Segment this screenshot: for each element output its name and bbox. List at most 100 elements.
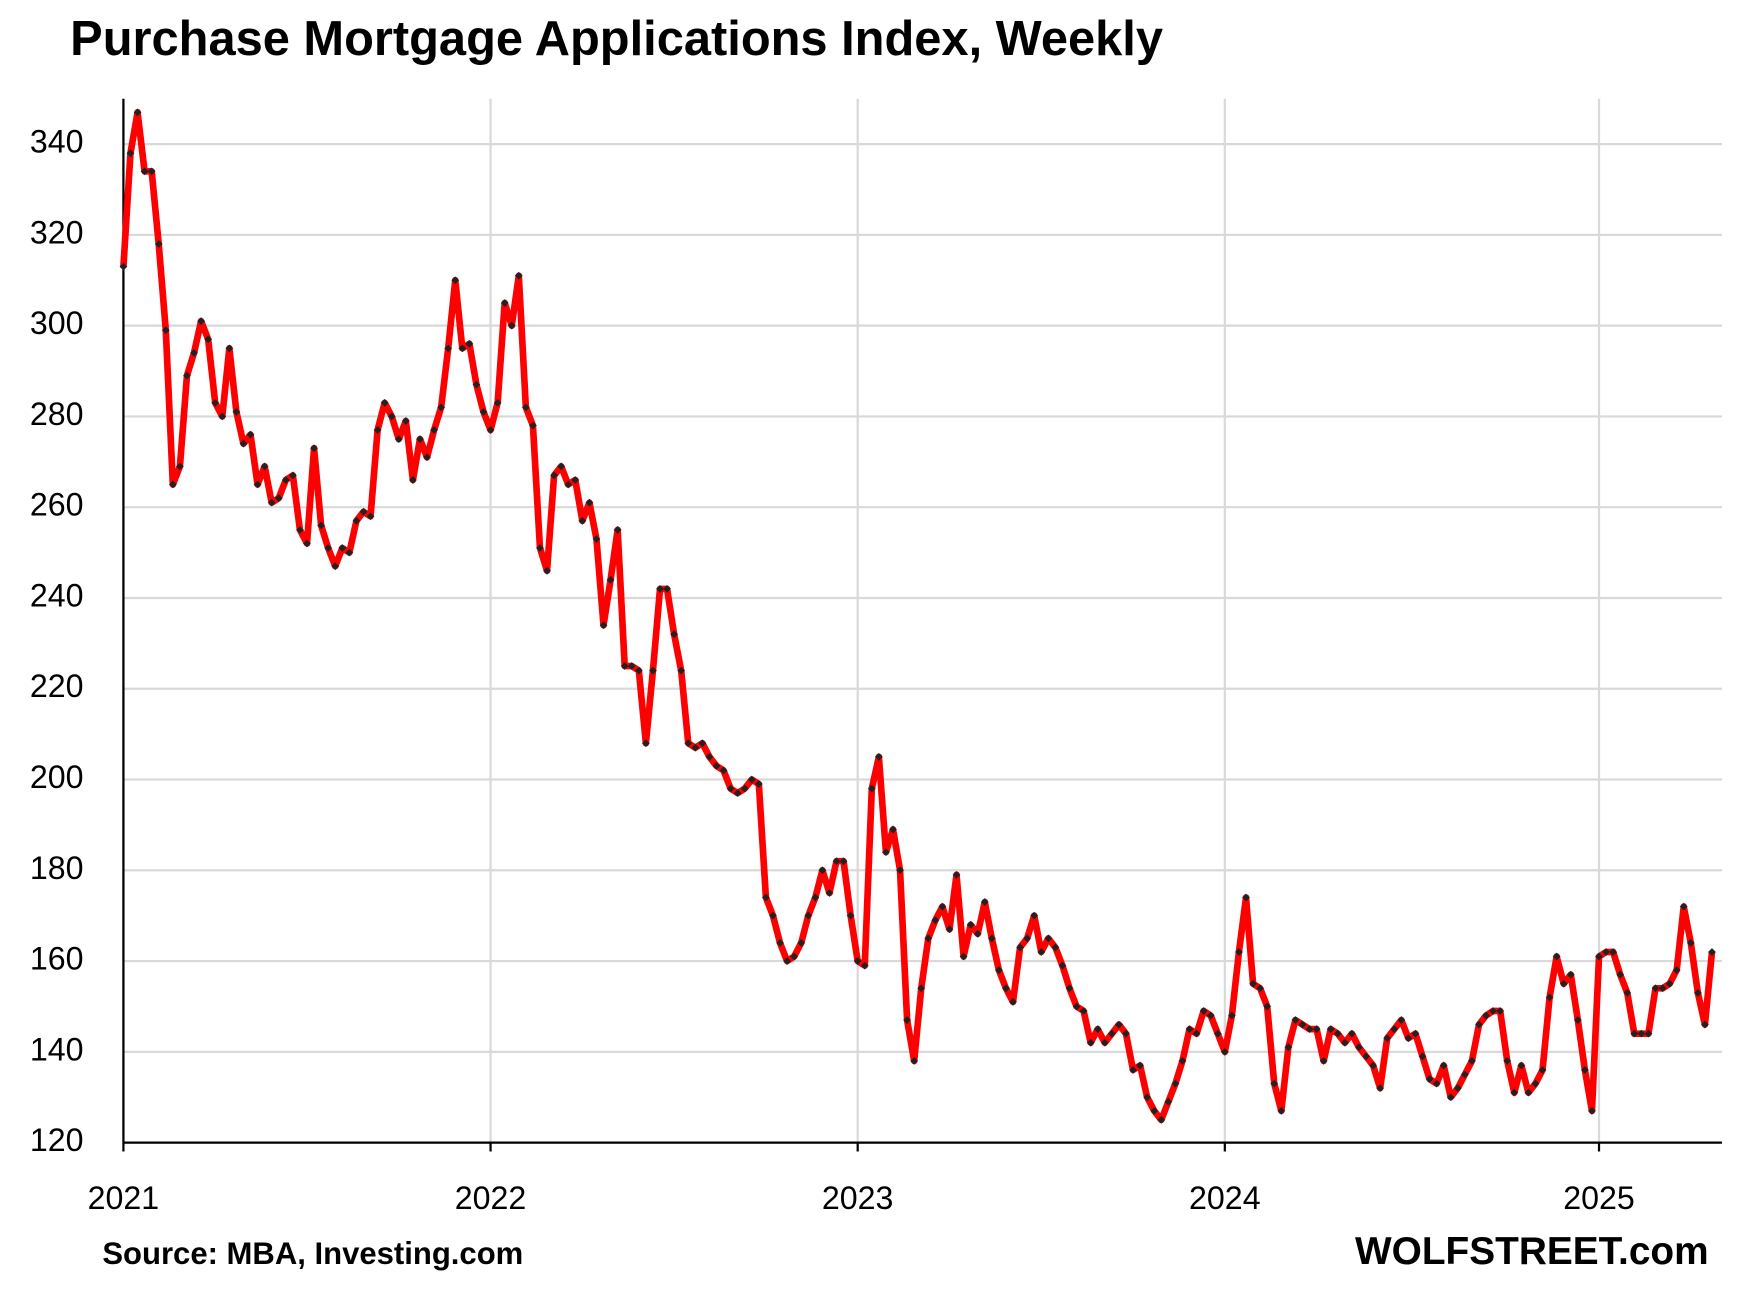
- data-point: [853, 957, 862, 965]
- data-point: [1453, 1084, 1462, 1093]
- data-point: [1545, 993, 1554, 1002]
- data-point: [147, 167, 156, 176]
- data-point: [232, 408, 241, 416]
- data-point: [274, 494, 283, 503]
- data-point: [1425, 1075, 1434, 1083]
- data-point: [246, 430, 255, 439]
- data-line: [120, 109, 1716, 1124]
- data-point: [529, 421, 537, 430]
- data-point: [514, 271, 523, 280]
- data-point: [536, 544, 544, 552]
- data-point: [1009, 998, 1017, 1006]
- data-point: [896, 866, 904, 875]
- data-point: [1517, 1061, 1526, 1070]
- data-point: [310, 444, 318, 453]
- data-point: [451, 276, 460, 285]
- data-point: [416, 435, 424, 444]
- data-point: [1609, 948, 1618, 956]
- data-point: [917, 984, 926, 993]
- data-point: [521, 403, 530, 412]
- data-point: [380, 398, 389, 407]
- data-point: [1708, 948, 1716, 956]
- data-point: [691, 743, 700, 752]
- y-tick-label: 160: [30, 941, 84, 977]
- data-point: [479, 408, 488, 416]
- data-point: [168, 480, 177, 489]
- data-point: [1651, 984, 1660, 993]
- data-point: [754, 780, 763, 788]
- y-tick-label: 120: [30, 1122, 84, 1158]
- data-point: [550, 471, 558, 480]
- data-point: [987, 934, 996, 943]
- data-point: [486, 426, 495, 434]
- data-point: [1079, 1007, 1088, 1015]
- data-point: [394, 435, 403, 444]
- data-point: [740, 784, 749, 793]
- data-point: [1355, 1043, 1363, 1052]
- data-point: [296, 526, 304, 534]
- data-point: [620, 662, 629, 670]
- data-point: [1362, 1052, 1370, 1061]
- data-point: [472, 380, 481, 389]
- data-point: [1418, 1052, 1427, 1061]
- data-point: [1227, 1011, 1236, 1020]
- x-tick-label: 2025: [1563, 1180, 1635, 1216]
- data-point: [733, 789, 742, 798]
- data-point: [161, 326, 170, 335]
- y-tick-label: 240: [30, 577, 84, 613]
- data-point: [790, 952, 799, 961]
- y-tick-label: 280: [30, 396, 84, 432]
- data-point: [1489, 1007, 1497, 1015]
- data-point: [204, 335, 213, 344]
- data-point: [133, 108, 142, 117]
- data-point: [409, 476, 417, 484]
- data-point: [352, 516, 361, 525]
- data-point: [507, 321, 516, 330]
- data-point: [1559, 979, 1568, 988]
- data-point: [1044, 934, 1053, 943]
- data-point: [493, 398, 502, 407]
- data-point: [1552, 952, 1561, 961]
- data-point: [966, 920, 975, 929]
- y-tick-label: 200: [30, 759, 84, 795]
- data-point: [571, 476, 580, 484]
- data-point: [1369, 1061, 1377, 1070]
- data-point: [197, 317, 205, 326]
- data-point: [846, 911, 855, 920]
- data-point: [1199, 1007, 1208, 1015]
- data-point: [281, 476, 290, 484]
- data-point: [267, 498, 276, 507]
- x-tick-label: 2021: [88, 1180, 160, 1216]
- data-point: [119, 262, 128, 271]
- data-point: [430, 426, 438, 434]
- data-point: [818, 866, 827, 875]
- data-point: [1016, 943, 1024, 952]
- data-point: [557, 462, 566, 471]
- data-point: [500, 299, 509, 307]
- data-point: [345, 548, 354, 557]
- data-point: [260, 462, 269, 471]
- data-point: [458, 344, 467, 353]
- data-point: [465, 339, 474, 348]
- data-point: [1136, 1061, 1144, 1070]
- data-point: [1397, 1016, 1406, 1024]
- data-point: [1665, 979, 1674, 988]
- data-point: [401, 417, 410, 425]
- x-tick-label: 2024: [1189, 1180, 1261, 1216]
- data-point: [366, 512, 375, 521]
- data-point: [1291, 1016, 1300, 1024]
- data-point: [324, 544, 333, 552]
- data-point: [1270, 1079, 1279, 1088]
- x-tick-label: 2022: [455, 1180, 527, 1216]
- source-note: Source: MBA, Investing.com: [102, 1236, 523, 1271]
- data-point: [190, 349, 198, 357]
- data-point: [423, 453, 431, 462]
- data-point: [1524, 1088, 1533, 1097]
- data-point: [634, 666, 643, 675]
- data-point: [373, 426, 382, 434]
- grid: 120 140 160 180 200 220 240 260 280 300 320 340 2021…: [30, 98, 1722, 1216]
- data-point: [684, 739, 693, 748]
- data-point: [1460, 1070, 1469, 1079]
- data-point: [705, 752, 714, 761]
